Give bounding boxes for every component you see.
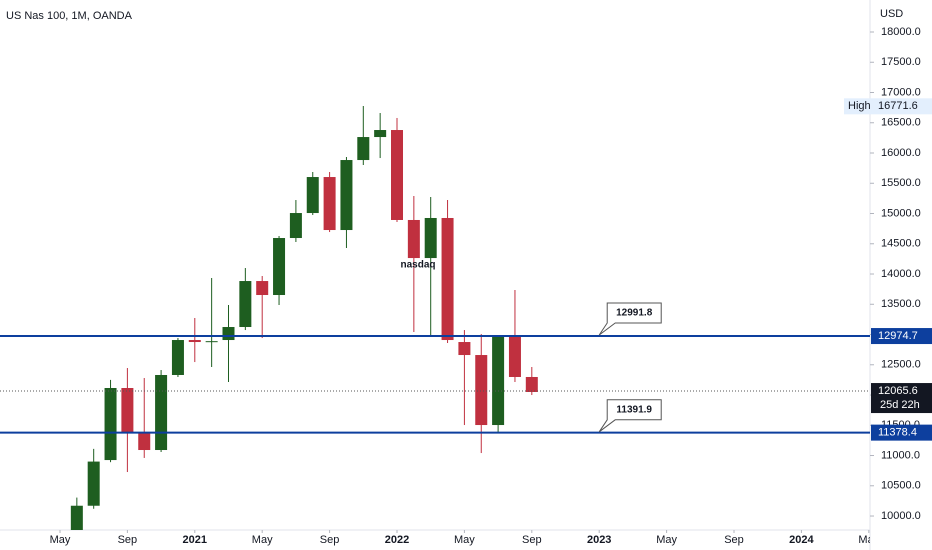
callout-text: 12991.8 bbox=[616, 308, 653, 319]
x-axis: May Sep 2021 May Sep 2022 May Sep 2023 May Sep 2024… bbox=[50, 530, 879, 546]
candle-body bbox=[424, 217, 437, 259]
x-tick-label: 2021 bbox=[183, 534, 207, 546]
candle-body bbox=[441, 217, 454, 341]
x-tick-label: 2024 bbox=[789, 534, 814, 546]
candle-body bbox=[391, 130, 404, 220]
candle-body bbox=[273, 238, 286, 296]
candle-body bbox=[357, 137, 370, 161]
candle-body bbox=[458, 342, 471, 356]
last-price-tag bbox=[871, 383, 932, 414]
candle-body bbox=[306, 177, 319, 214]
x-tick-label: May bbox=[656, 534, 677, 546]
candle-body bbox=[121, 388, 134, 433]
candle-body bbox=[407, 219, 420, 259]
candle-body bbox=[256, 281, 269, 296]
y-tick-label: 14500.0 bbox=[881, 238, 921, 250]
y-tick-label: 12500.0 bbox=[881, 359, 921, 371]
y-tick-label: 14000.0 bbox=[881, 268, 921, 280]
y-tick-label: 10500.0 bbox=[881, 480, 921, 492]
candle-body bbox=[374, 130, 387, 138]
x-tick-label: Sep bbox=[724, 534, 744, 546]
callout-text: 11391.9 bbox=[616, 404, 652, 415]
x-tick-label: 2023 bbox=[587, 534, 611, 546]
price-axis: 10000.010500.011000.011500.012000.012500… bbox=[870, 26, 932, 522]
x-tick-label: Sep bbox=[320, 534, 340, 546]
y-tick-label: 18000.0 bbox=[881, 26, 921, 38]
candle-body bbox=[508, 336, 521, 377]
candle-body bbox=[87, 461, 100, 506]
candle-body bbox=[222, 327, 235, 341]
x-tick-label: May bbox=[252, 534, 273, 546]
x-tick-label: May bbox=[858, 534, 879, 546]
x-tick-label: May bbox=[454, 534, 475, 546]
candle-body bbox=[171, 340, 184, 375]
annotation: nasdaq bbox=[400, 260, 435, 271]
y-axis-label: USD bbox=[880, 8, 903, 20]
candle-body bbox=[188, 340, 201, 343]
level-value: 12974.7 bbox=[878, 330, 918, 342]
high-value: 16771.6 bbox=[878, 100, 918, 112]
y-tick-label: 10000.0 bbox=[881, 510, 921, 522]
y-tick-label: 15500.0 bbox=[881, 177, 921, 189]
callout-box bbox=[598, 302, 662, 336]
candle-body bbox=[492, 336, 505, 426]
candle-body bbox=[239, 281, 252, 328]
x-tick-label: Sep bbox=[522, 534, 542, 546]
x-tick-label: May bbox=[50, 534, 71, 546]
y-tick-label: 16000.0 bbox=[881, 147, 921, 159]
candle-body bbox=[323, 177, 336, 231]
y-tick-label: 17000.0 bbox=[881, 86, 921, 98]
y-tick-label: 17500.0 bbox=[881, 56, 921, 68]
y-tick-label: 11000.0 bbox=[881, 449, 920, 461]
high-tag bbox=[844, 98, 932, 115]
candle-body bbox=[138, 432, 151, 451]
plot-area: 12991.8 11391.9 nasdaq bbox=[0, 106, 870, 530]
last-price: 12065.6 bbox=[878, 385, 918, 397]
candle-body bbox=[340, 160, 353, 231]
y-tick-label: 16500.0 bbox=[881, 117, 921, 129]
candle-body bbox=[205, 341, 218, 343]
candle-body bbox=[525, 376, 538, 392]
countdown: 25d 22h bbox=[880, 399, 920, 411]
y-tick-label: 15000.0 bbox=[881, 207, 921, 219]
level-value: 11378.4 bbox=[878, 427, 917, 439]
candle-body bbox=[104, 388, 117, 461]
chart-title: US Nas 100, 1M, OANDA bbox=[6, 10, 133, 22]
callout-box bbox=[598, 399, 662, 433]
level-tag bbox=[871, 424, 932, 441]
candle-body bbox=[475, 355, 488, 426]
candle-body bbox=[289, 213, 302, 239]
y-tick-label: 13500.0 bbox=[881, 298, 921, 310]
candle-body bbox=[70, 505, 83, 530]
level-tag bbox=[871, 328, 932, 345]
high-label: High bbox=[848, 100, 871, 112]
candle-body bbox=[155, 374, 168, 451]
x-tick-label: Sep bbox=[118, 534, 138, 546]
x-tick-label: 2022 bbox=[385, 534, 409, 546]
